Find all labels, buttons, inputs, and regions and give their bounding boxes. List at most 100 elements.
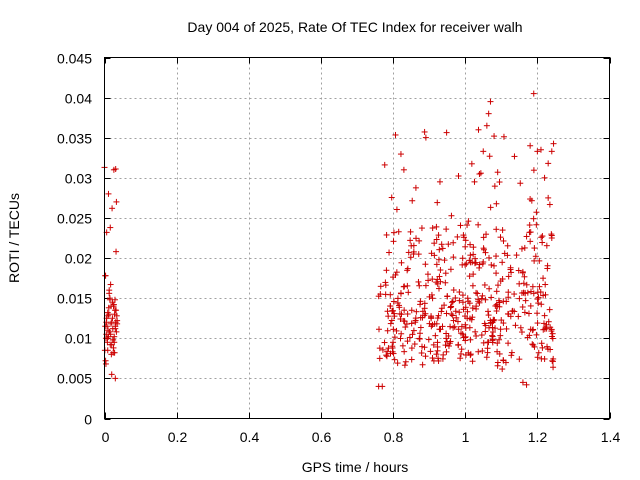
- data-point: [489, 324, 496, 331]
- data-point: [448, 212, 455, 219]
- data-point: [388, 317, 395, 324]
- data-point: [517, 180, 524, 187]
- data-point: [482, 328, 489, 335]
- y-tick-label: 0.03: [65, 171, 92, 187]
- data-point: [112, 375, 119, 382]
- data-point: [408, 307, 415, 314]
- data-point: [475, 348, 482, 355]
- data-point: [526, 332, 533, 339]
- data-point: [408, 356, 415, 363]
- data-point: [408, 345, 415, 352]
- data-point: [543, 242, 550, 249]
- data-point: [493, 253, 500, 260]
- x-tick-label: 0.6: [312, 429, 332, 445]
- x-tick-labels: 0 0.2 0.4 0.6 0.8 1 1.2 1.4: [102, 429, 621, 445]
- x-tick-label: 1.2: [528, 429, 548, 445]
- data-point: [448, 299, 455, 306]
- data-point: [516, 295, 523, 302]
- x-tick-label: 0.8: [384, 429, 404, 445]
- data-point: [548, 235, 555, 241]
- data-point: [537, 288, 544, 295]
- data-point: [479, 347, 486, 354]
- data-point: [469, 282, 476, 289]
- data-point: [496, 179, 503, 186]
- data-point: [454, 318, 461, 325]
- data-point: [389, 343, 396, 350]
- data-point: [499, 259, 506, 266]
- data-point: [457, 355, 464, 362]
- data-point: [430, 357, 437, 364]
- data-point: [459, 261, 466, 268]
- data-point: [472, 259, 479, 266]
- data-point: [494, 348, 501, 355]
- data-point: [476, 170, 483, 177]
- data-point: [462, 325, 469, 332]
- data-point: [377, 283, 384, 290]
- data-point: [452, 294, 459, 301]
- data-point: [412, 184, 419, 191]
- y-tick-label: 0.025: [57, 211, 92, 227]
- data-point: [383, 231, 390, 238]
- data-point: [493, 226, 500, 233]
- data-point: [452, 308, 459, 315]
- data-point: [104, 339, 111, 346]
- data-point: [500, 320, 507, 327]
- data-point: [421, 305, 428, 312]
- data-point: [536, 257, 543, 264]
- data-point: [428, 313, 435, 320]
- data-point: [425, 336, 432, 343]
- data-point: [407, 254, 414, 261]
- data-point: [397, 335, 404, 342]
- data-point: [540, 292, 547, 299]
- y-tick-label: 0.02: [65, 251, 92, 267]
- data-point: [434, 343, 441, 350]
- data-point: [437, 267, 444, 274]
- data-point: [534, 320, 541, 327]
- data-point: [436, 246, 443, 253]
- data-point: [487, 98, 494, 105]
- data-point: [545, 194, 552, 201]
- data-point: [410, 242, 417, 249]
- data-point: [516, 280, 523, 287]
- data-point: [492, 325, 499, 332]
- data-point: [441, 302, 448, 309]
- data-point: [385, 313, 392, 320]
- data-point: [491, 183, 498, 190]
- data-point: [429, 355, 436, 362]
- data-points: [101, 90, 557, 390]
- data-point: [107, 224, 114, 231]
- data-point: [455, 326, 462, 333]
- data-point: [448, 303, 455, 310]
- data-point: [467, 259, 474, 266]
- data-point: [108, 371, 115, 378]
- x-tick-label: 0: [102, 429, 110, 445]
- data-point: [467, 241, 474, 248]
- data-point: [470, 244, 477, 251]
- data-point: [377, 291, 384, 298]
- data-point: [479, 260, 486, 267]
- data-point: [531, 343, 538, 350]
- data-point: [500, 133, 507, 140]
- data-point: [429, 225, 436, 232]
- data-point: [540, 320, 547, 327]
- data-point: [462, 304, 469, 311]
- data-point: [526, 222, 533, 229]
- data-point: [463, 260, 470, 267]
- data-point: [416, 335, 423, 342]
- data-point: [109, 205, 116, 212]
- data-point: [439, 245, 446, 252]
- data-point: [521, 273, 528, 280]
- data-point: [405, 249, 412, 256]
- data-point: [464, 222, 471, 229]
- data-point: [435, 232, 442, 239]
- data-point: [499, 366, 506, 373]
- data-point: [521, 244, 528, 251]
- data-point: [493, 308, 500, 315]
- data-point: [550, 140, 557, 147]
- data-point: [416, 237, 423, 244]
- data-point: [488, 294, 495, 301]
- data-point: [424, 271, 431, 278]
- data-point: [421, 128, 428, 135]
- data-point: [467, 336, 474, 343]
- data-point: [381, 339, 388, 346]
